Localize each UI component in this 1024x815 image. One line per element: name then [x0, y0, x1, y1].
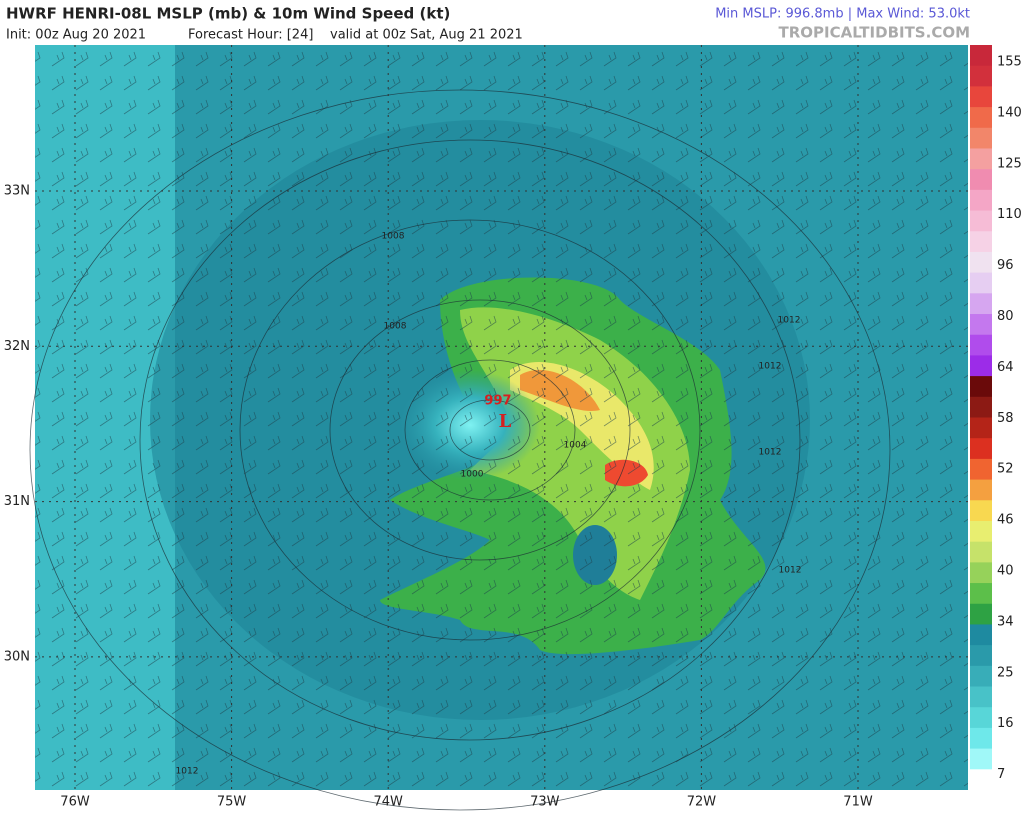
colorbar-label: 80 [997, 309, 1014, 324]
colorbar-swatch [970, 376, 992, 398]
colorbar-swatch [970, 458, 992, 481]
low-pressure: 997 [484, 394, 511, 409]
source: TROPICALTIDBITS.COM [779, 24, 971, 42]
colorbar-swatch [970, 541, 992, 563]
colorbar-swatch [970, 231, 992, 253]
colorbar-swatch [970, 293, 992, 315]
longitude-label: 72W [687, 795, 717, 810]
colorbar-swatch [970, 769, 992, 791]
longitude-label: 75W [217, 795, 247, 810]
colorbar-label: 25 [997, 665, 1014, 680]
colorbar-swatch [970, 334, 992, 356]
colorbar-swatch [970, 520, 992, 543]
colorbar-swatch [970, 251, 992, 274]
colorbar-label: 140 [997, 105, 1022, 120]
colorbar-label: 16 [997, 716, 1014, 731]
colorbar-swatch [970, 107, 992, 129]
latitude-label: 30N [4, 649, 30, 664]
longitude-label: 76W [60, 795, 90, 810]
colorbar-swatch [970, 438, 992, 460]
longitude-label: 74W [373, 795, 403, 810]
colorbar-swatch [970, 210, 992, 232]
colorbar-swatch [970, 355, 992, 377]
valid-time: valid at 00z Sat, Aug 21 2021 [330, 28, 523, 43]
latitude-label: 31N [4, 494, 30, 509]
colorbar-label: 7 [997, 767, 1005, 782]
colorbar-swatch [970, 479, 992, 501]
colorbar-swatch [970, 45, 992, 67]
colorbar-label: 96 [997, 258, 1014, 273]
colorbar-swatch [970, 645, 992, 667]
colorbar-swatch [970, 86, 992, 108]
colorbar-swatch [970, 189, 992, 212]
isobar-label: 1008 [382, 232, 405, 242]
isobar-label: 1012 [176, 767, 199, 777]
colorbar-swatch [970, 686, 992, 708]
colorbar-swatch [970, 707, 992, 729]
latitude-label: 33N [4, 184, 30, 199]
colorbar-swatch [970, 396, 992, 418]
colorbar-swatch [970, 624, 992, 646]
colorbar-swatch [970, 748, 992, 770]
isobar-label: 1012 [759, 448, 782, 458]
colorbar-label: 52 [997, 462, 1014, 477]
colorbar-swatch [970, 417, 992, 439]
colorbar-swatch [970, 127, 992, 149]
longitude-label: 73W [530, 795, 560, 810]
colorbar-swatch [970, 727, 992, 750]
isobar-label: 1000 [461, 470, 484, 480]
colorbar-label: 125 [997, 156, 1022, 171]
colorbar-swatch [970, 562, 992, 584]
init: Init: 00z Aug 20 2021 [6, 28, 146, 43]
colorbar-label: 155 [997, 55, 1022, 70]
colorbar-swatch [970, 272, 992, 294]
colorbar-swatch [970, 665, 992, 688]
colorbar-label: 110 [997, 207, 1022, 222]
colorbar-swatch [970, 583, 992, 605]
forecast-hour: Forecast Hour: [24] [188, 28, 313, 43]
graticule [35, 45, 968, 790]
colorbar-swatch [970, 148, 992, 170]
isobar-label: 1012 [779, 566, 802, 576]
colorbar-swatch [970, 603, 992, 625]
stats: Min MSLP: 996.8mb | Max Wind: 53.0kt [715, 7, 970, 22]
colorbar [970, 45, 992, 791]
colorbar-label: 64 [997, 360, 1014, 375]
colorbar-swatch [970, 65, 992, 87]
colorbar-label: 34 [997, 614, 1014, 629]
isobar-label: 1004 [564, 441, 587, 451]
colorbar-swatch [970, 314, 992, 336]
map-area: 997 L 1008 1008 1004 1000 1012 1012 1012 1012 10… [29, 45, 968, 811]
colorbar-label: 58 [997, 411, 1014, 426]
colorbar-swatch [970, 500, 992, 522]
isobar-label: 1012 [778, 316, 801, 326]
low-symbol: L [499, 411, 512, 432]
latitude-label: 32N [4, 339, 30, 354]
isobar-label: 1012 [759, 362, 782, 372]
isobars [29, 89, 891, 811]
colorbar-label: 46 [997, 513, 1014, 528]
title: HWRF HENRI-08L MSLP (mb) & 10m Wind Spee… [6, 5, 450, 23]
isobar-label: 1008 [384, 322, 407, 332]
colorbar-label: 40 [997, 564, 1014, 579]
colorbar-swatch [970, 169, 992, 191]
longitude-label: 71W [843, 795, 873, 810]
